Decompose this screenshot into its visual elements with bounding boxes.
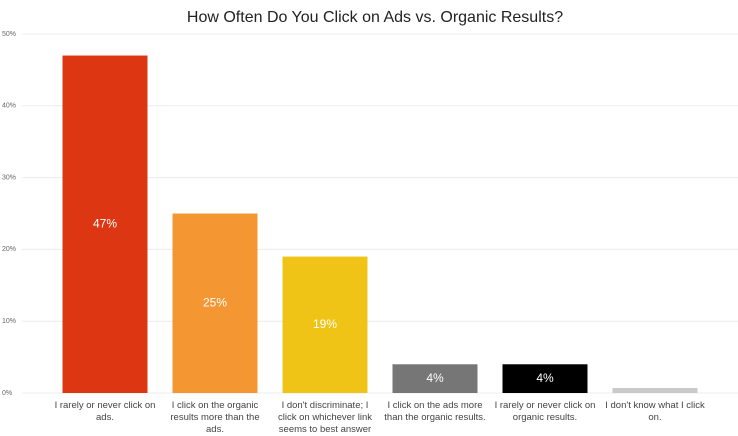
value-label: 47% <box>93 216 117 230</box>
chart-title: How Often Do You Click on Ads vs. Organi… <box>187 9 563 26</box>
y-tick-label: 0% <box>2 390 12 397</box>
value-label: 4% <box>536 371 554 385</box>
x-tick-label: I rarely or never click on ads. <box>54 400 156 423</box>
y-tick-label: 40% <box>2 103 16 110</box>
x-tick-label: I click on the ads more than the organic… <box>384 400 486 423</box>
x-tick-label: I don't discriminate; I click on whichev… <box>278 400 372 435</box>
x-tick-label: I don't know what I click on. <box>605 400 705 423</box>
bar <box>62 55 148 393</box>
x-tick-label: I rarely or never click on organic resul… <box>494 400 596 423</box>
x-tick-label: I click on the organic results more than… <box>170 400 260 435</box>
y-tick-label: 10% <box>2 318 16 325</box>
y-tick-label: 20% <box>2 246 16 253</box>
bar <box>502 364 588 393</box>
bar <box>392 364 478 393</box>
value-label: 4% <box>426 371 444 385</box>
y-tick-label: 30% <box>2 174 16 181</box>
y-tick-label: 50% <box>2 31 16 38</box>
bar <box>172 213 258 393</box>
value-label: 19% <box>313 317 337 331</box>
bar <box>612 387 698 393</box>
value-label: 25% <box>203 295 227 309</box>
bar <box>282 256 368 393</box>
